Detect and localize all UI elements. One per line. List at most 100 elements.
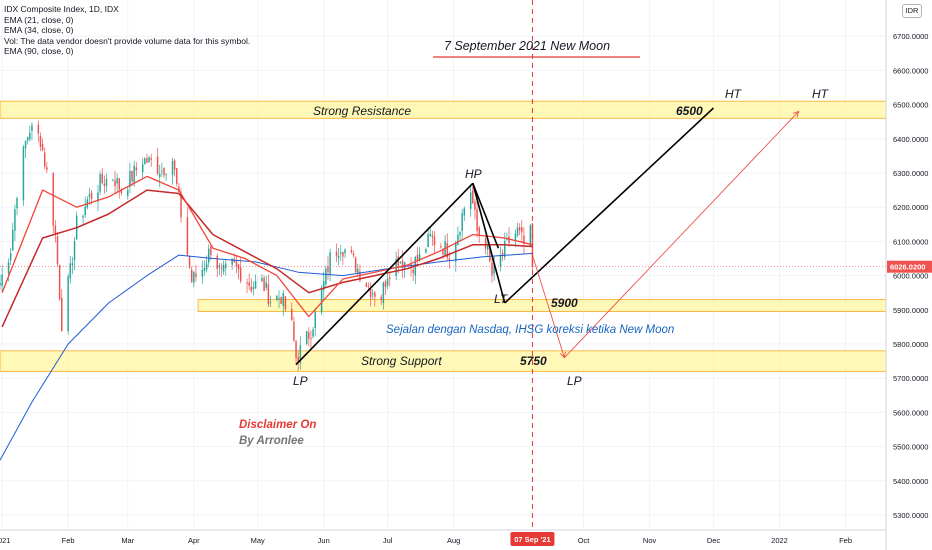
- candle-body: [218, 265, 221, 268]
- ema-34-line: [1, 189, 533, 328]
- candle-body: [342, 252, 344, 257]
- x-tick-label: Feb: [62, 536, 75, 545]
- candle-body: [205, 263, 208, 270]
- candle-body: [210, 246, 212, 256]
- candle-body: [69, 263, 72, 279]
- candle-body: [386, 278, 389, 286]
- legend-ema34: EMA (34, close, 0): [4, 25, 74, 36]
- zone-strong-support: [0, 350, 887, 372]
- note-label: Sejalan dengan Nasdaq, IHSG koreksi keti…: [386, 324, 674, 336]
- candle-body: [320, 288, 323, 313]
- candle-body: [61, 297, 63, 332]
- candle-body: [165, 173, 167, 175]
- y-tick-label: 5500.0000: [893, 443, 928, 452]
- candle-body: [350, 249, 353, 253]
- level-5900-label: 5900: [551, 296, 578, 310]
- candle-body: [88, 194, 91, 197]
- trendline: [472, 182, 500, 249]
- candle-body: [203, 268, 206, 271]
- candle-body: [188, 256, 191, 268]
- lp-label: LP: [293, 374, 308, 388]
- candle-body: [99, 174, 101, 192]
- strong-support-label: Strong Support: [361, 354, 442, 368]
- legend-ema21: EMA (21, close, 0): [4, 14, 74, 25]
- candle-body: [491, 262, 493, 276]
- candle-body: [7, 262, 10, 274]
- y-tick-label: 6000.0000: [893, 272, 928, 281]
- candle-body: [222, 264, 225, 272]
- y-tick-label: 6200.0000: [893, 203, 928, 212]
- candle-body: [263, 277, 265, 292]
- candle-body: [14, 209, 16, 231]
- currency-badge[interactable]: IDR: [902, 4, 922, 18]
- legend-volume: Vol: The data vendor doesn't provide vol…: [4, 35, 251, 46]
- candle-body: [382, 282, 385, 303]
- candle-body: [276, 295, 278, 300]
- candle-body: [161, 170, 163, 172]
- candle-body: [156, 156, 159, 174]
- y-tick-label: 6400.0000: [893, 135, 928, 144]
- candle-body: [293, 321, 295, 341]
- candle-body: [216, 255, 218, 269]
- candle-body: [469, 192, 472, 209]
- candle-body: [476, 208, 478, 231]
- candle-body: [474, 201, 476, 210]
- zone-support-5900: [197, 299, 887, 312]
- y-tick-label: 6300.0000: [893, 169, 928, 178]
- x-tick-label: 2022: [771, 536, 788, 545]
- candle-body: [295, 340, 297, 359]
- candle-body: [41, 144, 44, 151]
- candle-body: [56, 236, 59, 265]
- candle-body: [193, 271, 195, 284]
- candle-body: [340, 252, 342, 254]
- ema-90-line: [0, 252, 533, 461]
- candle-body: [486, 245, 489, 250]
- last-price-tag-label: 6026.0200: [890, 263, 925, 272]
- candle-body: [354, 257, 357, 273]
- candle-body: [327, 266, 329, 273]
- y-tick-label: 6600.0000: [893, 66, 928, 75]
- candle-body: [523, 235, 525, 244]
- x-tick-label: 2021: [0, 536, 10, 545]
- candle-body: [463, 208, 466, 216]
- candle-body: [37, 124, 40, 134]
- candle-body: [29, 132, 31, 140]
- candle-body: [43, 152, 46, 167]
- x-tick-label: Dec: [707, 536, 721, 545]
- candle-body: [299, 345, 302, 363]
- y-tick-label: 5700.0000: [893, 374, 928, 383]
- y-tick-label: 5300.0000: [893, 511, 928, 520]
- lt-label: LT: [494, 292, 509, 306]
- arrow-head: [559, 351, 566, 359]
- candle-body: [478, 227, 480, 236]
- drawings: [0, 0, 886, 530]
- candle-body: [1, 274, 3, 286]
- candle-body: [282, 293, 285, 307]
- legend-ema90: EMA (90, close, 0): [4, 46, 74, 57]
- candle-body: [278, 297, 280, 300]
- candle-body: [163, 167, 165, 176]
- candle-body: [442, 250, 444, 255]
- x-tick-label: Mar: [121, 536, 134, 545]
- candle-body: [131, 170, 133, 182]
- candle-body: [190, 269, 193, 282]
- candle-body: [335, 251, 338, 257]
- candle-body: [135, 167, 138, 171]
- candle-body: [207, 248, 210, 263]
- candle-body: [148, 157, 150, 163]
- ht-label: HT: [812, 87, 830, 101]
- candle-body: [12, 229, 14, 251]
- candle-body: [71, 263, 74, 266]
- candle-body: [82, 215, 84, 218]
- candle-body: [337, 256, 340, 258]
- candle-body: [246, 282, 248, 284]
- candle-body: [158, 173, 161, 178]
- candle-body: [46, 167, 48, 170]
- candle-body: [457, 234, 459, 246]
- chart-legend: IDX Composite Index, 1D, IDX EMA (21, cl…: [4, 4, 250, 57]
- candle-body: [237, 264, 240, 270]
- y-tick-label: 5800.0000: [893, 340, 928, 349]
- candle-body: [484, 238, 487, 249]
